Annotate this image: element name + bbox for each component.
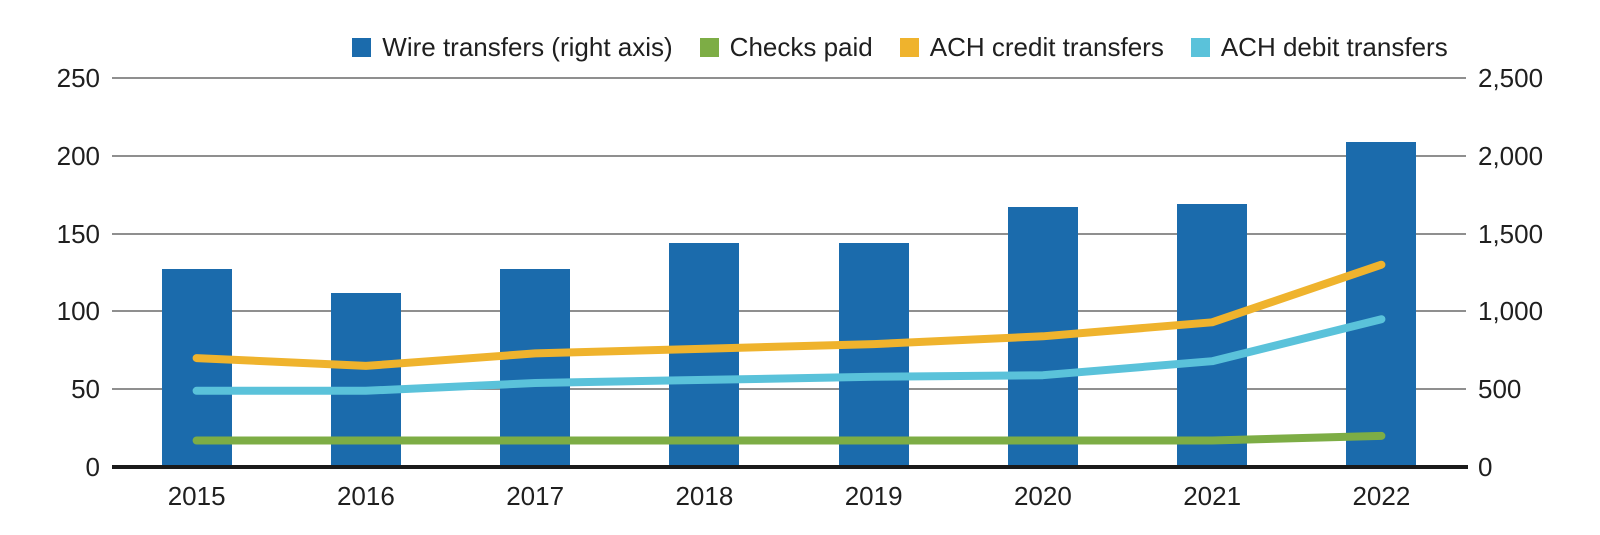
- right-axis-tick-label: 1,000: [1478, 296, 1544, 327]
- bar-wire-transfers-right-axis-2016: [330, 292, 401, 467]
- gridline-200: [112, 154, 1466, 157]
- bar-wire-transfers-right-axis-2020: [1007, 207, 1078, 467]
- legend: Wire transfers (right axis) Checks paid AC…: [200, 33, 1600, 61]
- x-axis-label-2020: 2020: [1013, 481, 1072, 511]
- right-axis-tick-label: 2,000: [1478, 140, 1544, 171]
- gridline-150: [112, 232, 1466, 235]
- bar-wire-transfers-right-axis-2019: [838, 242, 909, 467]
- legend-item-checks-paid: Checks paid: [699, 32, 873, 62]
- gridline-50: [112, 388, 1466, 391]
- legend-label-checks-paid: Checks paid: [729, 32, 873, 62]
- legend-item-wire-transfers-right-axis: Wire transfers (right axis): [352, 32, 673, 62]
- left-axis-tick-label: 50: [71, 374, 100, 405]
- x-axis-label-2018: 2018: [675, 481, 734, 511]
- legend-item-ach-debit-transfers: ACH debit transfers: [1190, 32, 1448, 62]
- gridline-100: [112, 310, 1466, 313]
- x-axis-label-2022: 2022: [1352, 481, 1411, 511]
- legend-label-ach-credit-transfers: ACH credit transfers: [929, 32, 1164, 62]
- bar-wire-transfers-right-axis-2017: [500, 269, 571, 467]
- x-axis-label-2015: 2015: [167, 481, 226, 511]
- x-axis-label-2017: 2017: [506, 481, 565, 511]
- bar-wire-transfers-right-axis-2022: [1346, 141, 1417, 467]
- legend-swatch-ach-credit-transfers-icon: [899, 37, 919, 57]
- x-axis-line: [112, 465, 1468, 469]
- legend-swatch-wire-transfers-right-axis-icon: [352, 37, 372, 57]
- x-axis-label-2016: 2016: [336, 481, 395, 511]
- left-axis-tick-label: 100: [56, 296, 100, 327]
- legend-item-ach-credit-transfers: ACH credit transfers: [899, 32, 1164, 62]
- legend-swatch-ach-debit-transfers-icon: [1190, 37, 1210, 57]
- right-axis-tick-label: 0: [1478, 452, 1493, 482]
- legend-label-ach-debit-transfers: ACH debit transfers: [1220, 32, 1448, 62]
- right-axis-tick-label: 1,500: [1478, 218, 1544, 249]
- legend-swatch-checks-paid-icon: [699, 37, 719, 57]
- bar-wire-transfers-right-axis-2015: [161, 269, 232, 467]
- right-axis-tick-label: 2,500: [1478, 63, 1544, 93]
- legend-label-wire-transfers-right-axis: Wire transfers (right axis): [382, 32, 673, 62]
- x-axis-label-2019: 2019: [844, 481, 903, 511]
- bar-wire-transfers-right-axis-2018: [669, 242, 740, 467]
- x-axis-label-2021: 2021: [1183, 481, 1242, 511]
- left-axis-tick-label: 200: [56, 140, 100, 171]
- bar-wire-transfers-right-axis-2021: [1177, 204, 1248, 467]
- gridline-250: [112, 77, 1466, 79]
- left-axis-tick-label: 150: [56, 218, 100, 249]
- left-axis-tick-label: 250: [56, 63, 100, 93]
- left-axis-tick-label: 0: [85, 452, 100, 482]
- right-axis-tick-label: 500: [1478, 374, 1522, 405]
